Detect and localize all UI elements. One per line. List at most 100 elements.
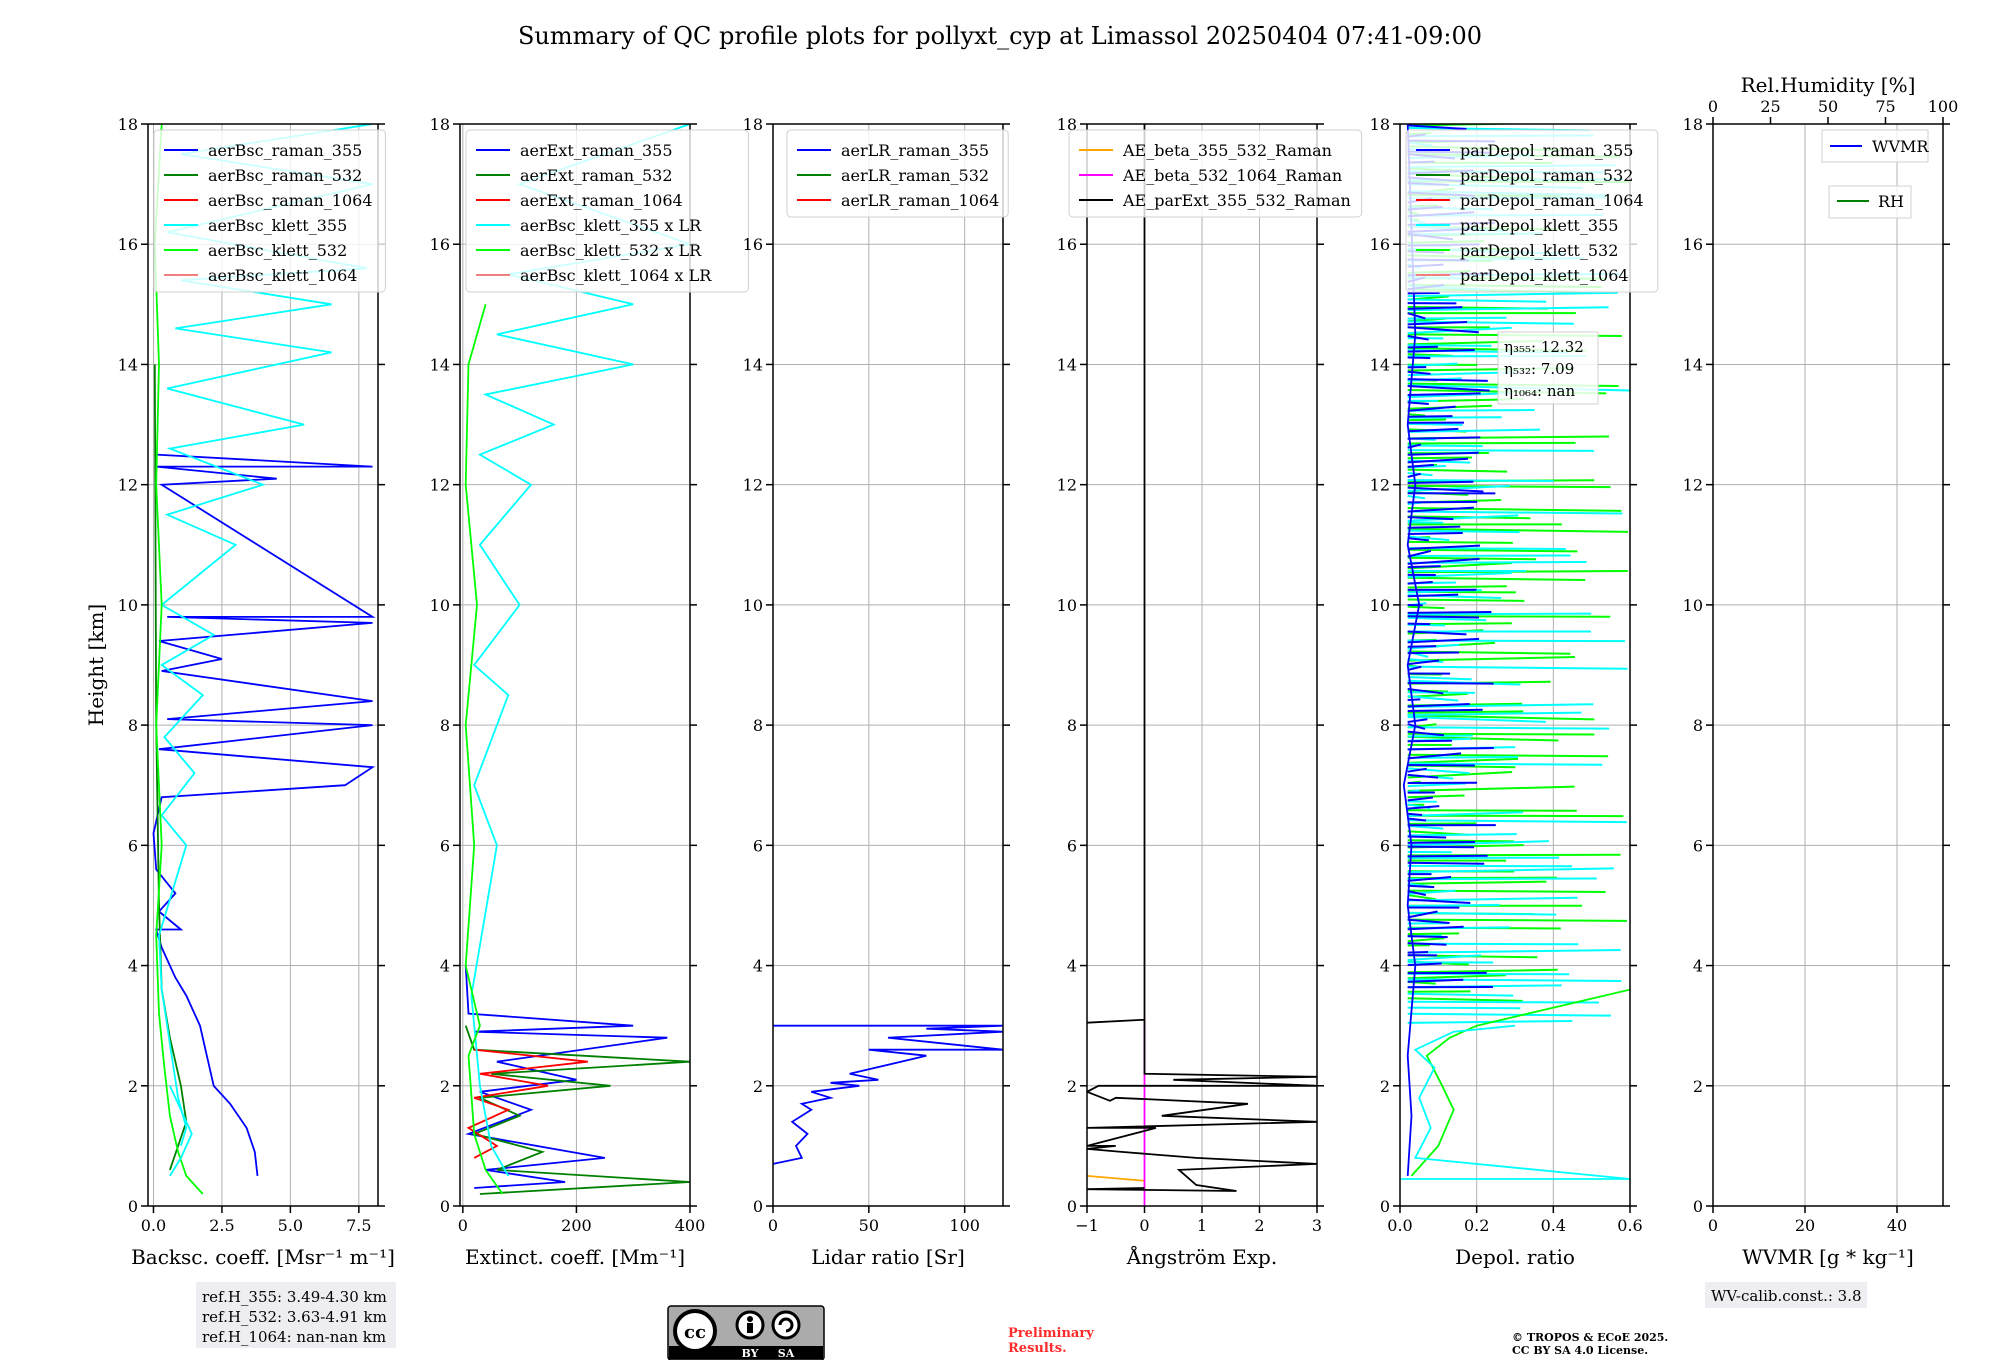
- cc-icon-text: cc: [684, 1322, 706, 1343]
- figure-title: Summary of QC profile plots for pollyxt_…: [518, 22, 1482, 50]
- y-tick-label: 8: [1380, 716, 1390, 735]
- data-band-line: [1408, 810, 1577, 811]
- y-tick-label: 12: [430, 476, 450, 495]
- data-band-line: [1408, 699, 1421, 700]
- x-tick-label: 3: [1312, 1216, 1322, 1235]
- legend-label: parDepol_raman_1064: [1460, 191, 1644, 210]
- y-tick-label: 10: [1057, 596, 1077, 615]
- y-tick-label: 12: [1370, 476, 1390, 495]
- data-band-line: [1408, 727, 1609, 728]
- data-band-line: [1408, 293, 1440, 294]
- y-tick-label: 0: [753, 1197, 763, 1216]
- y-tick-label: 18: [1683, 115, 1703, 134]
- x-axis-label: Depol. ratio: [1455, 1245, 1575, 1269]
- legend-label: aerBsc_klett_1064 x LR: [520, 266, 712, 285]
- data-band-line: [1408, 450, 1594, 451]
- data-band-line: [1408, 814, 1422, 815]
- top-x-axis-label: Rel.Humidity [%]: [1741, 73, 1916, 97]
- copyright-line-1: © TROPOS & ECoE 2025.: [1512, 1331, 1668, 1344]
- data-band-line: [1408, 1008, 1521, 1009]
- reference-info-line: ref.H_355: 3.49-4.30 km: [202, 1288, 387, 1306]
- legend-label: AE_beta_355_532_Raman: [1122, 141, 1332, 160]
- legend: AE_beta_355_532_Raman AE_beta_532_1064_Ra…: [1069, 130, 1362, 217]
- legend-label: aerBsc_raman_1064: [208, 191, 373, 210]
- data-band-line: [1408, 933, 1459, 934]
- series-line-ae-beta-355-532-raman: [1087, 1176, 1145, 1181]
- data-band-line: [1408, 443, 1576, 444]
- data-band-line: [1408, 616, 1479, 617]
- data-band-line: [1408, 470, 1507, 472]
- y-tick-label: 18: [118, 115, 138, 134]
- data-band-line: [1408, 895, 1436, 899]
- y-tick-label: 10: [118, 596, 138, 615]
- y-tick-label: 14: [430, 355, 450, 374]
- x-tick-label: 5.0: [278, 1216, 303, 1235]
- top-x-tick-label: 100: [1928, 97, 1959, 116]
- x-axis-label: Lidar ratio [Sr]: [811, 1245, 965, 1269]
- y-tick-label: 2: [1067, 1077, 1077, 1096]
- data-band-line: [1408, 683, 1494, 684]
- data-band-line: [1408, 612, 1492, 613]
- data-band-line: [1408, 719, 1428, 722]
- copyright-line-2: CC BY SA 4.0 License.: [1512, 1344, 1648, 1357]
- data-band-line: [1408, 806, 1440, 808]
- x-axis-label: Backsc. coeff. [Msr⁻¹ m⁻¹]: [131, 1245, 395, 1269]
- data-band-line: [1408, 578, 1585, 580]
- preliminary-line-2: Results.: [1008, 1341, 1067, 1356]
- y-tick-label: 16: [430, 235, 450, 254]
- data-band-line: [1408, 414, 1426, 416]
- data-band-line: [1408, 975, 1506, 978]
- x-tick-label: 7.5: [346, 1216, 371, 1235]
- reference-info-line: ref.H_1064: nan-nan km: [202, 1328, 386, 1346]
- legend-label: AE_beta_532_1064_Raman: [1122, 166, 1342, 185]
- top-x-tick-label: 25: [1760, 97, 1780, 116]
- x-tick-label: 0.4: [1541, 1216, 1566, 1235]
- y-tick-label: 16: [1683, 235, 1703, 254]
- x-axis-label: WVMR [g * kg⁻¹]: [1742, 1245, 1914, 1269]
- by-icon-head: [747, 1316, 753, 1322]
- x-tick-label: 2.5: [209, 1216, 234, 1235]
- x-tick-label: 0: [768, 1216, 778, 1235]
- data-band-line: [1408, 936, 1448, 937]
- data-band-line: [1408, 856, 1488, 857]
- legend-label: aerLR_raman_355: [841, 141, 989, 160]
- data-band-line: [1408, 938, 1445, 941]
- data-band-line: [1408, 748, 1494, 749]
- x-axis-label: Extinct. coeff. [Mm⁻¹]: [465, 1245, 685, 1269]
- data-band-line: [1408, 842, 1475, 843]
- y-tick-label: 10: [743, 596, 763, 615]
- y-tick-label: 16: [743, 235, 763, 254]
- y-tick-label: 14: [1057, 355, 1077, 374]
- y-tick-label: 4: [1693, 957, 1703, 976]
- data-band-line: [1408, 522, 1443, 523]
- y-tick-label: 0: [1380, 1197, 1390, 1216]
- y-tick-label: 12: [743, 476, 763, 495]
- data-layer: [773, 1026, 1003, 1164]
- y-tick-label: 2: [1380, 1077, 1390, 1096]
- legend-label: aerBsc_raman_532: [208, 166, 362, 185]
- legend-label: parDepol_klett_532: [1460, 241, 1618, 260]
- x-tick-label: −1: [1075, 1216, 1099, 1235]
- data-band-line: [1408, 416, 1453, 417]
- data-band-line: [1408, 533, 1463, 534]
- y-tick-label: 6: [440, 836, 450, 855]
- y-tick-label: 8: [440, 716, 450, 735]
- legend-label: aerExt_raman_355: [520, 141, 673, 160]
- y-tick-label: 18: [1370, 115, 1390, 134]
- data-band-line: [1408, 599, 1525, 600]
- x-tick-label: 200: [561, 1216, 592, 1235]
- y-tick-label: 12: [1057, 476, 1077, 495]
- data-band-line: [1408, 1014, 1611, 1016]
- y-tick-label: 14: [1370, 355, 1390, 374]
- y-tick-label: 8: [753, 716, 763, 735]
- by-label: BY: [742, 1347, 759, 1360]
- data-band-line: [1408, 994, 1514, 996]
- data-band-line: [1408, 1002, 1599, 1003]
- data-band-line: [1408, 347, 1438, 348]
